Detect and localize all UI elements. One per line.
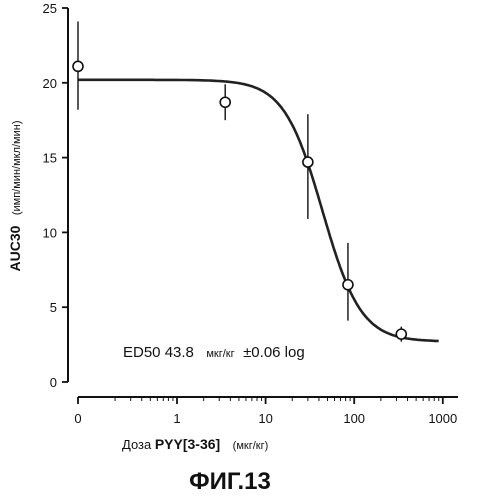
- data-point: [303, 157, 313, 167]
- fit-curve: [78, 80, 439, 341]
- data-point: [220, 97, 230, 107]
- x-tick-label: 100: [343, 411, 365, 426]
- y-axis-label: AUC30 (имп/мин/мкл/мин): [7, 121, 24, 272]
- x-axis-label: Доза PYY[3-36] (мкг/кг): [122, 436, 268, 453]
- x-tick-label: 1: [173, 411, 180, 426]
- ticks: 0 5 10 15 20 25 0 1 10 100 1000: [43, 1, 458, 426]
- ed50-annotation: ED50 43.8 мкг/кг ±0.06 log: [123, 344, 305, 361]
- y-tick-label: 25: [43, 1, 57, 16]
- x-tick-label: 0: [74, 411, 81, 426]
- figure-label: ФИГ.13: [189, 468, 271, 495]
- y-tick-label: 5: [50, 300, 57, 315]
- y-tick-label: 15: [43, 151, 57, 166]
- plot-area: [73, 21, 439, 341]
- x-tick-label: 1000: [428, 411, 457, 426]
- y-tick-label: 20: [43, 76, 57, 91]
- data-point: [343, 280, 353, 290]
- data-point: [73, 61, 83, 71]
- x-tick-label: 10: [258, 411, 272, 426]
- y-tick-label: 10: [43, 225, 57, 240]
- y-tick-label: 0: [50, 375, 57, 390]
- axes: 0 5 10 15 20 25 0 1 10 100 1000: [43, 1, 458, 426]
- data-point: [396, 329, 406, 339]
